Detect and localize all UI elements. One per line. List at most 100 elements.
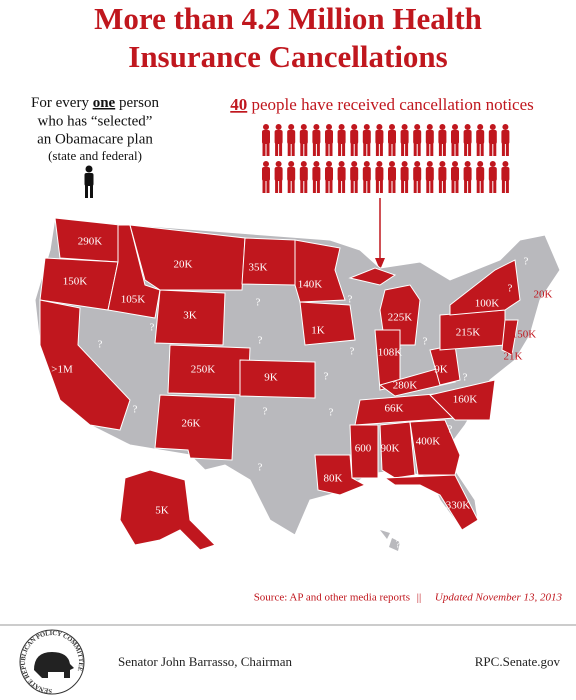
body <box>488 167 497 181</box>
person <box>438 124 447 156</box>
person <box>388 124 396 156</box>
state-label: ? <box>150 322 155 334</box>
leg <box>464 143 468 156</box>
person <box>362 124 371 156</box>
leg <box>367 143 371 156</box>
state-highlight <box>39 299 131 431</box>
head <box>275 124 282 130</box>
leg <box>300 180 304 193</box>
body <box>299 167 308 181</box>
state-label: 330K <box>446 500 471 512</box>
head <box>351 161 358 167</box>
person <box>350 161 359 193</box>
leg <box>413 180 417 193</box>
body <box>287 130 296 144</box>
head <box>414 124 421 130</box>
body <box>476 167 485 181</box>
state-highlight <box>379 421 416 479</box>
body <box>325 130 333 144</box>
leg <box>338 143 342 156</box>
leg <box>505 143 509 156</box>
state-label: ? <box>133 404 138 416</box>
state-highlight <box>449 259 521 316</box>
leg <box>379 143 383 156</box>
state-label: 20K <box>174 259 193 271</box>
site: RPC.Senate.gov <box>475 654 561 669</box>
person <box>425 161 434 193</box>
note: For every one person <box>31 95 159 111</box>
state-label: 21K <box>504 351 523 363</box>
leg <box>451 180 455 193</box>
leg <box>291 143 295 156</box>
leg <box>426 143 430 156</box>
separator: || <box>417 592 421 604</box>
state-label: ? <box>463 372 468 384</box>
title: Insurance Cancellations <box>128 39 448 74</box>
leg <box>392 180 396 193</box>
body <box>438 167 447 181</box>
person <box>274 161 283 193</box>
leg <box>312 143 316 156</box>
person <box>413 161 422 193</box>
body <box>337 130 346 144</box>
body <box>274 130 283 144</box>
head <box>401 124 408 130</box>
state-highlight <box>378 367 457 397</box>
state-label: 20K <box>534 289 553 301</box>
body <box>425 167 434 181</box>
people-heading: 40 people have received cancellation not… <box>230 95 534 114</box>
leg <box>493 180 497 193</box>
state-label: ? <box>324 371 329 383</box>
head <box>477 124 484 130</box>
head <box>351 124 358 130</box>
head <box>464 124 471 130</box>
state-label: ? <box>263 406 268 418</box>
state-label: ? <box>329 407 334 419</box>
leg <box>375 143 379 156</box>
person <box>337 124 346 156</box>
people-icons <box>262 124 510 193</box>
head <box>326 124 332 130</box>
body <box>400 130 409 144</box>
state-highlight <box>501 319 519 356</box>
state-label: 5K <box>155 505 169 517</box>
person-icon <box>84 165 94 198</box>
body <box>262 130 270 144</box>
head <box>376 161 383 167</box>
leg <box>375 180 379 193</box>
state-highlight <box>409 419 461 476</box>
leg <box>312 180 316 193</box>
state-label: 9K <box>434 364 448 376</box>
body <box>413 130 422 144</box>
leg <box>379 180 383 193</box>
leg <box>266 143 270 156</box>
leg <box>438 143 442 156</box>
leg <box>464 180 468 193</box>
head <box>401 161 408 167</box>
state-label: ? <box>350 346 355 358</box>
leg <box>401 180 405 193</box>
leg <box>451 143 455 156</box>
state-label: ? <box>348 294 353 306</box>
leg <box>354 180 358 193</box>
person <box>388 161 396 193</box>
leg <box>438 180 442 193</box>
head <box>502 124 509 130</box>
state-label: 90K <box>381 443 400 455</box>
head <box>275 161 282 167</box>
leg <box>275 180 279 193</box>
person <box>375 161 384 193</box>
leg <box>350 143 354 156</box>
state-highlight <box>154 289 226 346</box>
leg <box>426 180 430 193</box>
head <box>502 161 509 167</box>
body <box>438 130 447 144</box>
state-highlight <box>154 394 236 461</box>
leg <box>316 143 320 156</box>
head <box>439 124 446 130</box>
head <box>288 124 295 130</box>
leg <box>325 180 329 193</box>
state-label: 250K <box>191 364 216 376</box>
person <box>488 161 497 193</box>
